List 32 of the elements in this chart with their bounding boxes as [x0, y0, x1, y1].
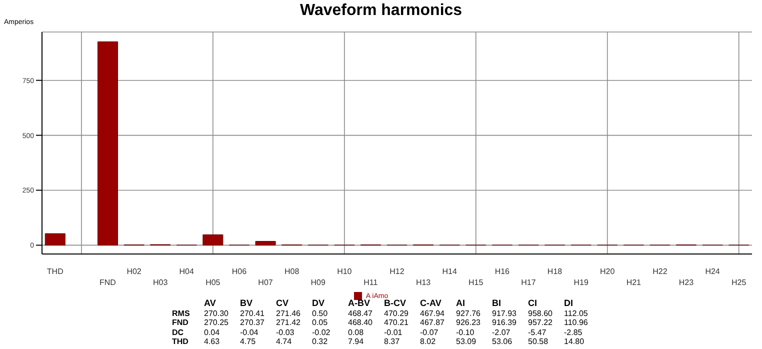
x-tick-label: H11	[364, 278, 378, 287]
chart-title: Waveform harmonics	[298, 2, 464, 20]
x-tick-label: H02	[126, 267, 142, 276]
x-tick-label: H07	[258, 278, 274, 287]
x-tick-label: H16	[494, 267, 510, 276]
x-tick-label: H23	[678, 278, 694, 287]
x-tick-label: H21	[626, 278, 642, 287]
bar	[255, 241, 276, 246]
x-tick-label: H06	[232, 267, 248, 276]
bar	[44, 233, 66, 246]
x-tick-label: H09	[310, 278, 326, 287]
x-tick-label: H12	[390, 267, 405, 276]
x-tick-label: H25	[732, 278, 747, 287]
x-tick-label: H13	[416, 278, 432, 287]
x-tick-label: H22	[652, 267, 668, 276]
x-tick-label: THD	[46, 267, 64, 276]
x-tick-label: H24	[705, 267, 720, 276]
x-tick-label: H18	[547, 267, 563, 276]
bar	[98, 41, 118, 246]
x-tick-label: H19	[574, 278, 589, 287]
x-tick-label: H04	[179, 267, 195, 276]
x-tick-label: H15	[468, 278, 484, 287]
x-tick-label: H17	[521, 278, 536, 287]
x-tick-label: H20	[600, 267, 616, 276]
values-table: AV BV CV DV A-BV B-CV C-AV AI BI CI DI RMS 270.30 270.41 271.46 0.50 468.47 470.29 467.94 927.76 917.93 958.60 112.05 FND 270.25 270.37 271.42 0.05 468.40 470.21 467.87 926.23 916.39 957.22 110.96 DC 0.04 -0.04 -0.03 -0.02 0.08 -0.01 -0.07 -0.10 -2.07 -5.47 -2.85 THD 4.63 4.75 4.74 0.32 7.94 8.37 8.02 53.09 53.06 50.58 14.80	[172, 299, 600, 346]
x-tick-label: H03	[152, 278, 168, 287]
x-tick-label: H10	[337, 267, 352, 276]
x-tick-label: H14	[442, 267, 458, 276]
x-tick-label: H08	[284, 267, 300, 276]
x-tick-label: H05	[206, 278, 221, 287]
x-tick-label: FND	[100, 278, 116, 287]
bar	[202, 234, 224, 246]
